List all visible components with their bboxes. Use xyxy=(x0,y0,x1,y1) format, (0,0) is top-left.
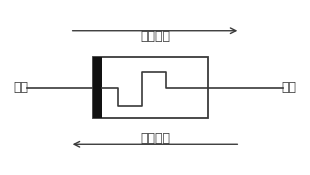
Bar xyxy=(93,57,208,118)
Bar xyxy=(93,57,102,118)
Text: 阻値降低: 阻値降低 xyxy=(140,30,170,43)
Text: 输出: 输出 xyxy=(281,81,296,94)
Text: 阻値升高: 阻値升高 xyxy=(140,132,170,145)
Text: 输入: 输入 xyxy=(14,81,29,94)
